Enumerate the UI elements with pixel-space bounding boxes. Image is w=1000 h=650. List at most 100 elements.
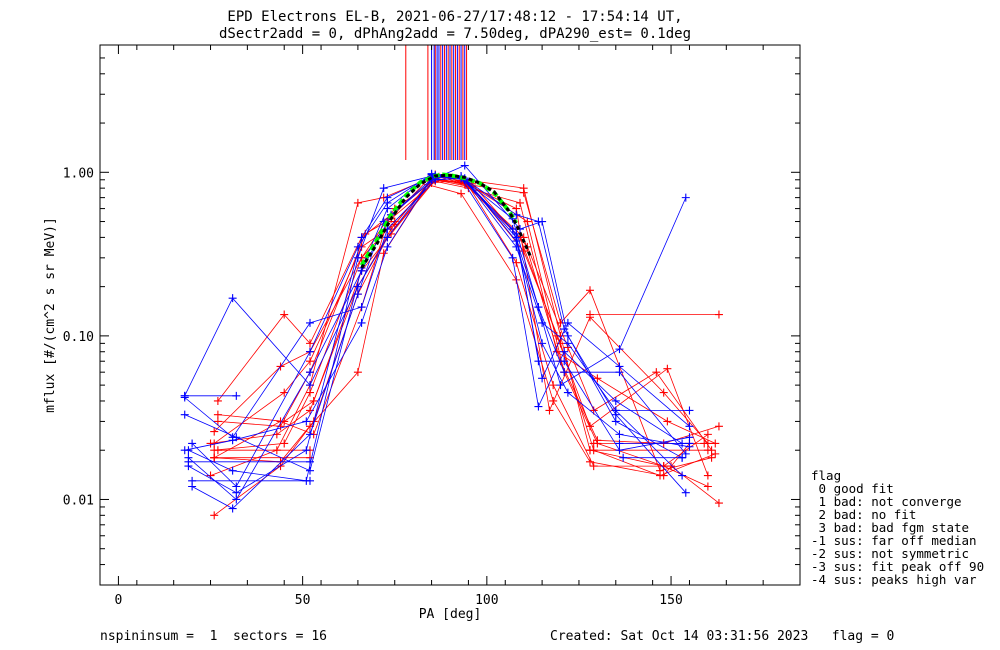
data-point-marker: [306, 388, 314, 397]
data-point-marker: [213, 417, 222, 426]
footer-right: Created: Sat Oct 14 03:31:56 2023 flag =…: [550, 629, 894, 644]
data-point-marker: [589, 462, 598, 471]
series-line-24: [184, 177, 690, 448]
data-point-marker: [714, 422, 723, 431]
series-line-3: [217, 177, 709, 467]
data-point-marker: [180, 391, 189, 400]
data-point-marker: [210, 453, 219, 462]
series-line-16: [184, 177, 687, 396]
data-point-marker: [519, 184, 528, 193]
series-line-17: [184, 173, 683, 472]
data-point-marker: [667, 462, 676, 471]
median-curve: [360, 173, 533, 269]
data-point-marker: [685, 422, 694, 431]
data-point-marker: [615, 439, 624, 448]
data-point-marker: [512, 237, 521, 246]
data-point-marker: [508, 253, 517, 262]
data-point-marker: [560, 368, 569, 377]
data-point-marker: [353, 198, 362, 207]
series-line-4: [214, 179, 720, 504]
data-point-marker: [306, 457, 314, 466]
legend-item: 0 good fit: [811, 481, 894, 496]
data-point-marker: [232, 391, 241, 400]
data-point-marker: [306, 466, 314, 475]
legend-item: -1 sus: far off median: [811, 533, 977, 548]
data-point-marker: [276, 417, 285, 426]
data-point-marker: [549, 396, 558, 405]
fit-curve: [359, 172, 519, 267]
data-point-marker: [232, 495, 241, 504]
data-point-marker: [280, 310, 289, 319]
legend: flag 0 good fit 1 bad: not converge 2 ba…: [811, 468, 984, 587]
data-point-marker: [700, 439, 709, 448]
data-point-marker: [615, 368, 624, 377]
legend-item: -2 sus: not symmetric: [811, 546, 969, 561]
data-point-marker: [210, 511, 219, 520]
data-point-marker: [213, 410, 222, 419]
data-point-marker: [611, 406, 620, 415]
legend-item: -4 sus: peaks high var: [811, 572, 977, 587]
data-point-marker: [685, 439, 694, 448]
data-point-marker: [545, 406, 554, 415]
legend-item: -3 sus: fit peak off 90: [811, 559, 984, 574]
data-point-marker: [306, 339, 314, 348]
data-point-marker: [379, 249, 388, 258]
data-point-marker: [457, 189, 466, 198]
data-point-marker: [180, 410, 189, 419]
data-point-marker: [681, 193, 690, 202]
series-line-22: [188, 175, 683, 501]
data-point-marker: [538, 339, 547, 348]
data-point-marker: [656, 466, 664, 475]
data-point-marker: [306, 476, 314, 485]
data-point-marker: [184, 457, 193, 466]
data-point-marker: [306, 357, 314, 366]
series-line-8: [214, 175, 709, 487]
data-point-marker: [685, 406, 694, 415]
data-point-marker: [357, 318, 366, 327]
footer-left: nspininsum = 1 sectors = 16: [100, 629, 327, 644]
legend-title: flag: [811, 468, 841, 483]
data-point-marker: [619, 453, 628, 462]
data-point-marker: [615, 430, 624, 439]
y-tick-label: 0.01: [63, 493, 94, 508]
data-point-marker: [593, 374, 602, 383]
series-line-2: [213, 176, 709, 476]
series-line-7: [217, 180, 716, 444]
x-tick-label: 150: [659, 593, 682, 608]
data-point-marker: [188, 476, 197, 485]
y-tick-label: 0.10: [63, 330, 94, 345]
data-point-marker: [383, 242, 392, 251]
x-axis-label: PA [deg]: [419, 607, 482, 622]
data-point-marker: [383, 198, 392, 207]
plot-frame: [99, 44, 801, 586]
data-point-marker: [659, 388, 668, 397]
data-point-marker: [703, 430, 712, 439]
data-point-marker: [711, 439, 720, 448]
y-axis-label: mflux [#/(cm^2 s sr MeV)]: [43, 217, 58, 413]
data-point-marker: [586, 446, 594, 455]
series-line-20: [191, 165, 687, 509]
data-point-marker: [306, 368, 314, 377]
data-point-marker: [534, 402, 543, 411]
data-point-marker: [611, 417, 620, 426]
data-point-marker: [703, 471, 712, 480]
x-tick-label: 100: [475, 593, 498, 608]
data-point-marker: [681, 449, 690, 458]
data-point-marker: [180, 446, 189, 455]
data-point-marker: [353, 242, 362, 251]
axes-layer: 0 50 100 150 1.00 0.10 0.01: [63, 44, 801, 608]
data-point-marker: [213, 446, 222, 455]
data-point-marker: [714, 499, 723, 508]
data-point-marker: [210, 427, 219, 436]
data-point-marker: [586, 286, 594, 295]
data-point-marker: [711, 449, 720, 458]
data-point-marker: [703, 482, 712, 491]
data-point-marker: [615, 446, 624, 455]
data-point-marker: [460, 161, 469, 170]
data-point-marker: [678, 471, 687, 480]
series-line-0: [213, 184, 690, 516]
series-line-1: [217, 179, 716, 477]
chart-title: EPD Electrons EL-B, 2021-06-27/17:48:12 …: [227, 9, 682, 25]
data-point-marker: [306, 318, 314, 327]
